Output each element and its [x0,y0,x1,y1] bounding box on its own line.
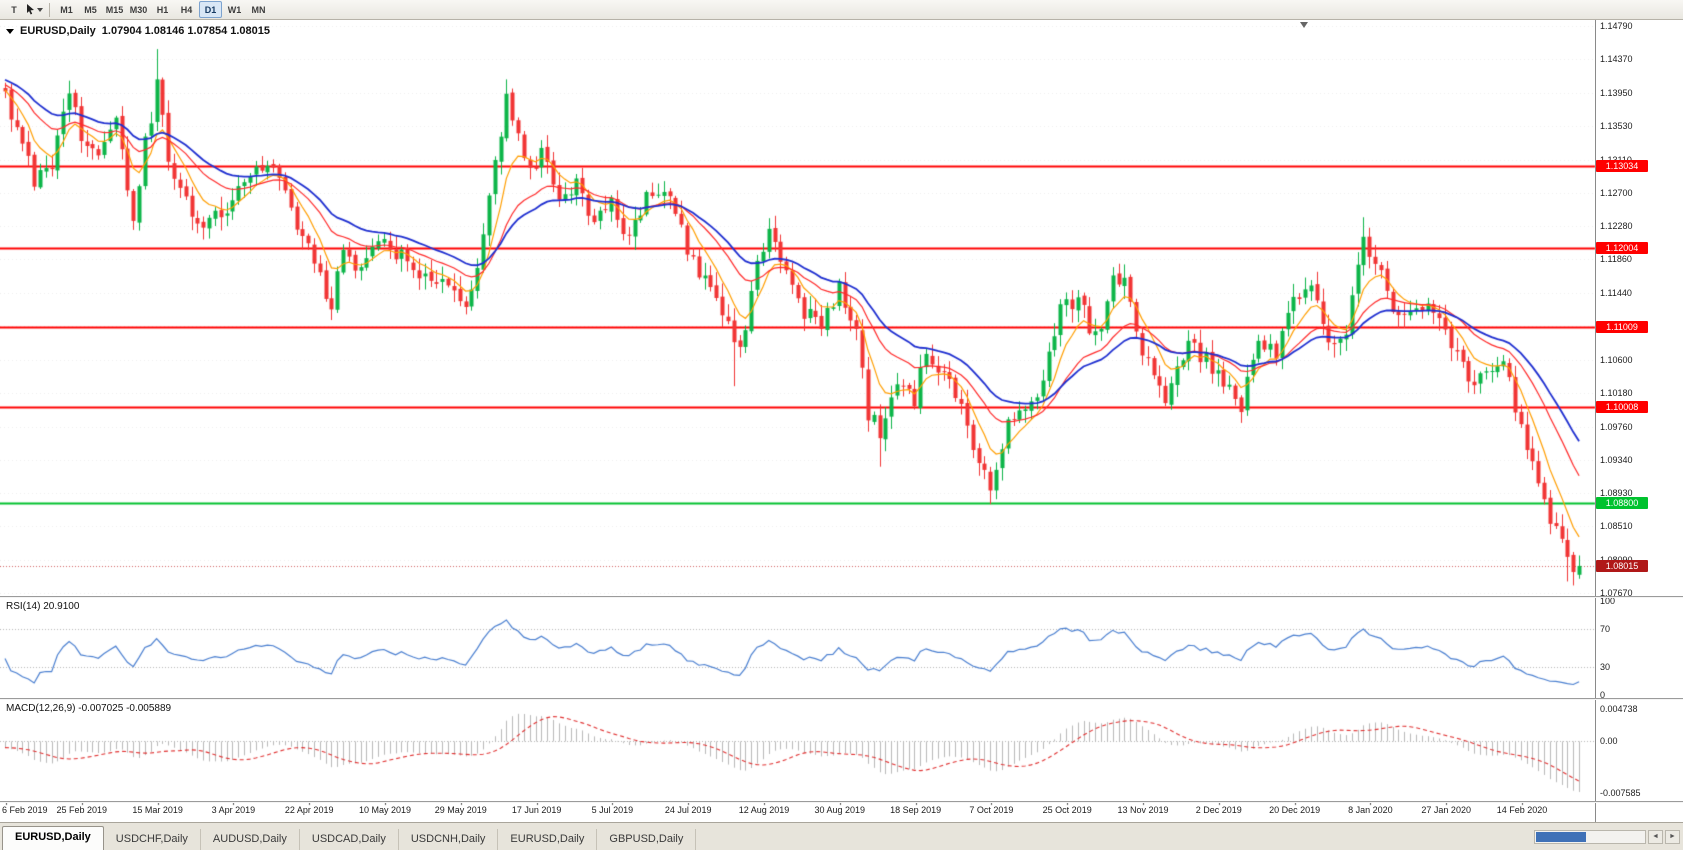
price-axis-label: 1.09760 [1600,421,1633,432]
price-axis-label: 1.14790 [1600,20,1633,31]
price-axis-label: 1.13950 [1600,87,1633,98]
timeframe-button-h4[interactable]: H4 [180,4,193,15]
macd-axis-label: 0.004738 [1600,703,1638,714]
time-axis-label: 22 Apr 2019 [284,805,334,815]
tabs-scrollbar-thumb[interactable] [1536,831,1586,842]
timeframe-button-m30[interactable]: M30 [129,4,148,15]
tabs-scrollbar: ◄ ► [1531,823,1683,850]
panel-splitter-rsi[interactable] [0,596,1683,597]
timeframe-group: M1 M5 M15 M30 H1 H4 D1 W1 MN [55,1,270,18]
time-axis-label: 7 Oct 2019 [969,805,1014,815]
templates-icon: T [11,4,17,15]
time-axis-label: 10 May 2019 [358,805,412,815]
price-scale-border [1595,20,1596,822]
chart-tab[interactable]: EURUSD,Daily [498,829,598,850]
time-axis-label: 8 Jan 2020 [1348,805,1393,815]
price-axis-label: 1.12280 [1600,221,1633,232]
time-axis-label: 6 Feb 2019 [2,805,48,815]
chart-tab[interactable]: GBPUSD,Daily [597,829,697,850]
scroll-left-icon: ◄ [1652,833,1659,840]
chart-tab[interactable]: USDCHF,Daily [104,829,201,850]
time-axis-label: 14 Feb 2020 [1496,805,1548,815]
time-axis-label: 12 Aug 2019 [738,805,790,815]
timeframe-button-m1[interactable]: M1 [60,4,73,15]
timeframe-button-m15[interactable]: M15 [105,4,124,15]
chart-ohlc-values: 1.07904 1.08146 1.07854 1.08015 [101,25,271,37]
chart-tabs: EURUSD,Daily USDCHF,Daily AUDUSD,Daily USDC… [2,823,697,850]
timeframe-button-w1[interactable]: W1 [227,4,242,15]
rsi-axis-label: 70 [1600,624,1611,635]
tabs-scrollbar-track[interactable] [1534,829,1646,844]
cursor-icon [26,4,34,15]
timeframe-button-h1[interactable]: H1 [156,4,169,15]
chart-tab[interactable]: EURUSD,Daily [2,826,104,850]
tabs-scroll-left-button[interactable]: ◄ [1648,829,1663,844]
tabs-scroll-right-button[interactable]: ► [1665,829,1680,844]
templates-button[interactable]: T [4,1,24,18]
time-axis-label: 24 Jul 2019 [664,805,712,815]
timeframe-button-mn[interactable]: MN [251,4,266,15]
time-axis-border [0,801,1683,802]
support-price-tag: 1.08800 [1596,497,1648,510]
price-axis-label: 1.09340 [1600,455,1633,466]
chart-tab[interactable]: AUDUSD,Daily [201,829,300,850]
time-axis-label: 25 Feb 2019 [56,805,108,815]
price-axis-label: 1.13530 [1600,121,1633,132]
chart-shift-marker[interactable] [1300,22,1308,28]
price-axis-label: 1.12700 [1600,187,1633,198]
panel-splitter-macd[interactable] [0,698,1683,699]
price-axis-label: 1.14370 [1600,54,1633,65]
chart-header: EURUSD,Daily 1.07904 1.08146 1.07854 1.0… [6,25,270,37]
time-axis-label: 2 Dec 2019 [1195,805,1242,815]
rsi-axis-label: 100 [1600,596,1616,606]
time-axis-label: 15 Mar 2019 [132,805,183,815]
price-axis-label: 1.07670 [1600,588,1633,599]
resistance-price-tag: 1.11009 [1596,321,1648,334]
time-axis-label: 13 Nov 2019 [1117,805,1169,815]
toolbar-separator [49,2,50,17]
time-axis-label: 27 Jan 2020 [1421,805,1471,815]
macd-label: MACD(12,26,9) -0.007025 -0.005889 [6,703,172,714]
price-axis-label: 1.13110 [1600,155,1632,166]
time-axis-label: 5 Jul 2019 [591,805,634,815]
time-axis-label: 29 May 2019 [434,805,487,815]
chart-symbol-period: EURUSD,Daily [20,25,96,37]
main-toolbar: T M1 M5 M15 M30 H1 H4 D1 W1 MN [0,0,1683,20]
cursor-tool-button[interactable] [24,1,44,18]
price-axis-label: 1.10180 [1600,388,1633,399]
time-axis-label: 3 Apr 2019 [211,805,256,815]
rsi-axis-label: 30 [1600,661,1611,672]
price-axis-label: 1.08510 [1600,521,1633,532]
resistance-price-tag: 1.12004 [1596,242,1648,254]
current-price-tag: 1.08015 [1596,559,1648,572]
price-axis-label: 1.10600 [1600,354,1633,365]
scroll-right-icon: ► [1669,833,1676,840]
chart-tab[interactable]: USDCNH,Daily [399,829,499,850]
chart-tab[interactable]: USDCAD,Daily [300,829,399,850]
chart-menu-icon[interactable] [6,28,14,34]
time-axis-label: 30 Aug 2019 [814,805,866,815]
macd-axis-label: 0.00 [1600,736,1618,747]
resistance-price-tag: 1.13034 [1596,159,1648,172]
time-axis-label: 20 Dec 2019 [1269,805,1321,815]
rsi-label: RSI(14) 20.9100 [6,601,80,612]
price-axis-label: 1.08930 [1600,487,1633,498]
rsi-axis-label: 0 [1600,690,1606,700]
price-axis-label: 1.11860 [1600,254,1632,265]
time-axis-label: 17 Jun 2019 [511,805,562,815]
timeframe-button-m5[interactable]: M5 [84,4,97,15]
macd-axis-label: -0.007585 [1600,788,1641,799]
dropdown-caret-icon [36,7,43,12]
timeframe-button-d1[interactable]: D1 [199,1,222,18]
chart-tabs-bar: EURUSD,Daily USDCHF,Daily AUDUSD,Daily USDC… [0,822,1683,850]
time-axis-label: 18 Sep 2019 [890,805,942,815]
time-axis-label: 25 Oct 2019 [1042,805,1092,815]
resistance-price-tag: 1.10008 [1596,401,1648,414]
price-axis-label: 1.11440 [1600,287,1632,298]
